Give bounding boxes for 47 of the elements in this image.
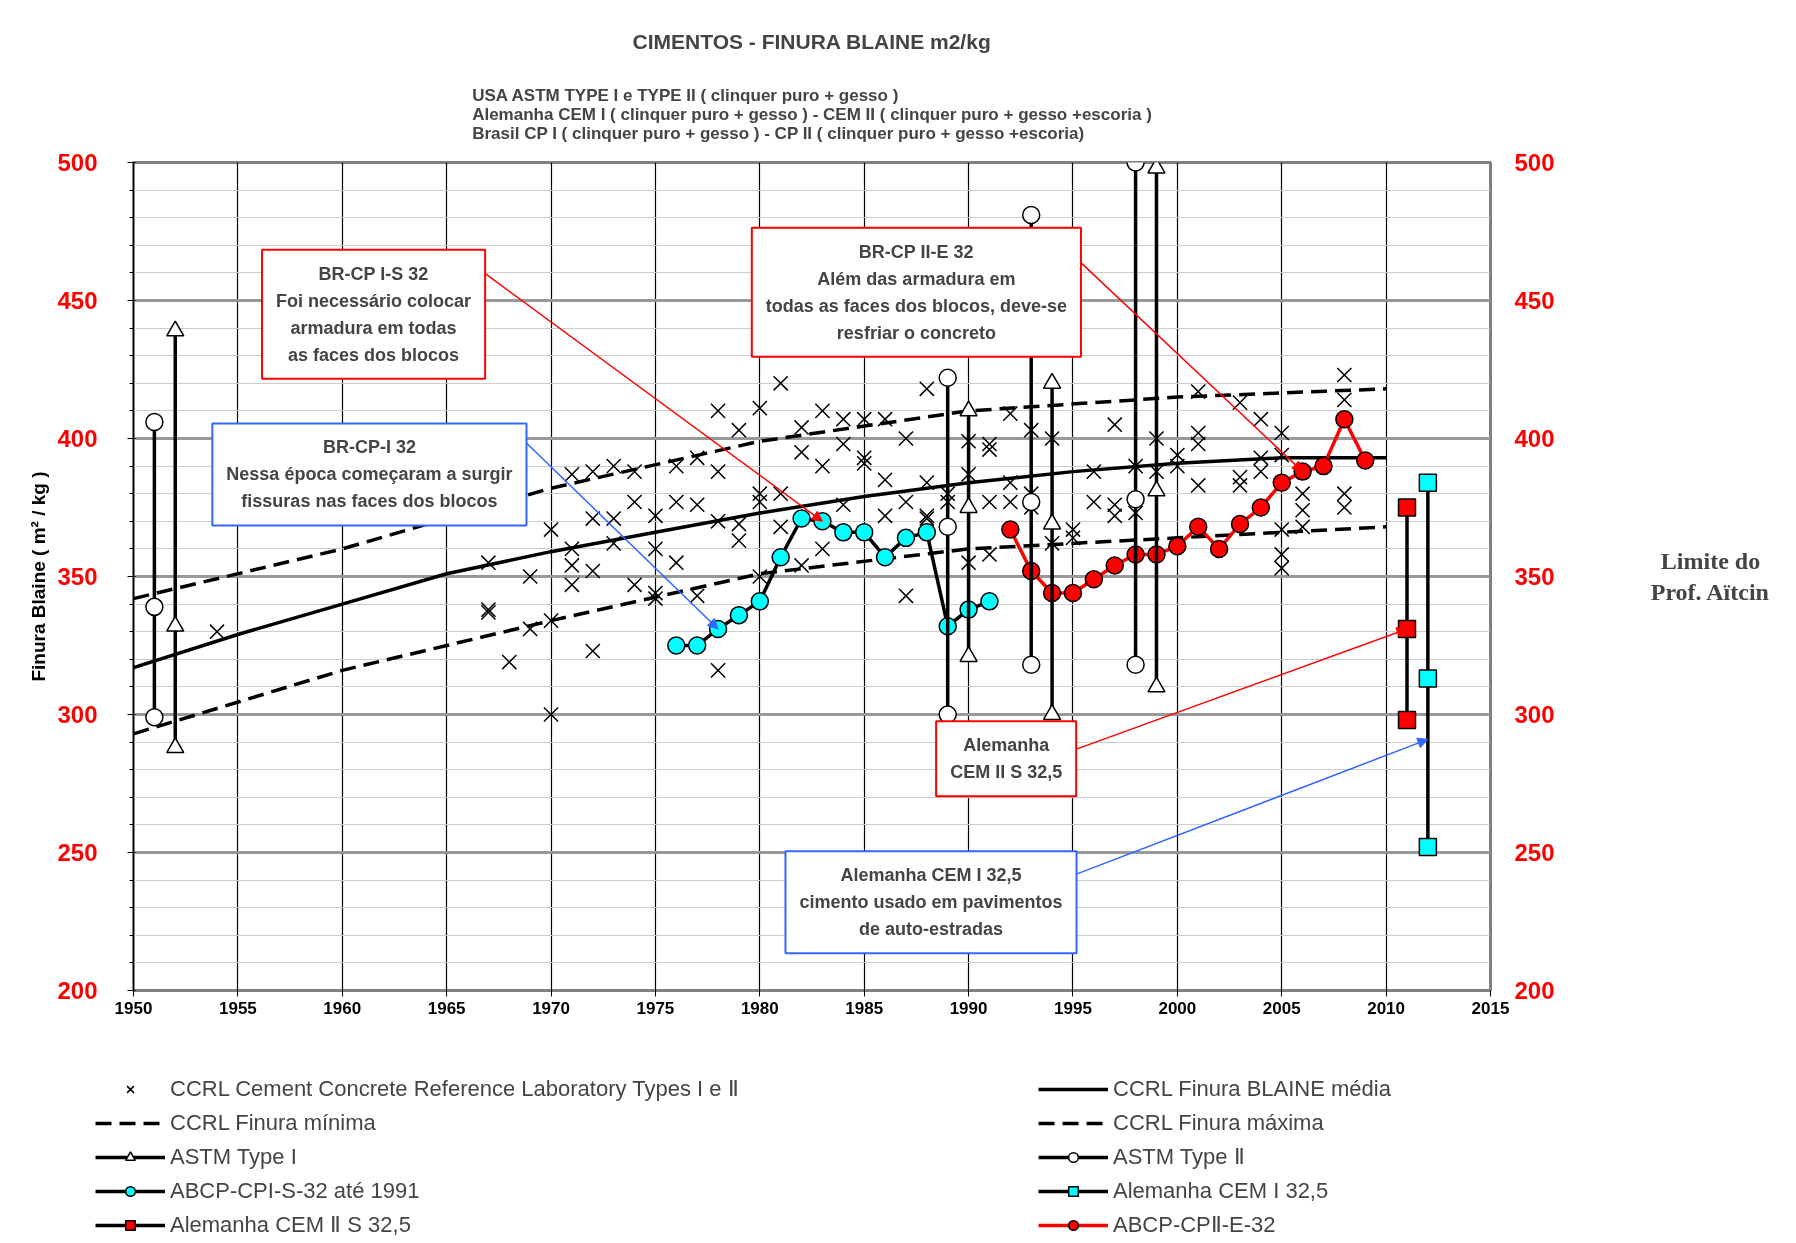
chart-title: CIMENTOS - FINURA BLAINE m2/kg (632, 29, 991, 53)
x-tick-label: 1950 (114, 998, 153, 1018)
text: Limite do Prof. Aïtcin (1650, 547, 1769, 606)
x-tick-label: 1990 (949, 998, 988, 1018)
x-tick-label: 1965 (427, 998, 466, 1018)
x-tick-label: 1980 (740, 998, 779, 1018)
annotation: BR-CP-I 32 Nessa época começaram a surgir fissuras nas faces dos blocos (226, 437, 513, 512)
annotation: BR-CP II-E 32 Além das armadura em todas as faces dos blocos, deve-se resfriar o concreto (765, 241, 1067, 343)
y2-tick-label: 400 (1514, 425, 1555, 452)
y2-tick-label: 300 (1514, 701, 1555, 728)
y-tick-label: 300 (57, 701, 98, 728)
y-tick-label: 400 (57, 425, 98, 452)
legend-label: Alemanha CEM I 32,5 (1113, 1178, 1330, 1204)
legend-label: ASTM Type I (170, 1144, 298, 1170)
legend-label: ABCP-CPⅡ-E-32 (1113, 1212, 1277, 1238)
x-tick-label: 1995 (1054, 998, 1092, 1018)
y2-tick-label: 250 (1514, 839, 1555, 866)
x-tick-label: 1985 (845, 998, 884, 1018)
y2-tick-label: 450 (1514, 287, 1555, 314)
legend-label: Alemanha CEM Ⅱ S 32,5 (170, 1212, 412, 1238)
x-tick-label: 1955 (218, 998, 257, 1018)
y2-tick-label: 200 (1514, 977, 1555, 1004)
x-tick-label: 2005 (1262, 998, 1301, 1018)
chart-subtitle: USA ASTM TYPE I e TYPE II ( clinquer puro + gesso ) Alemanha CEM I ( clinquer puro + gesso ) - CEM II ( clinquer puro + gesso +escoria ) Brasil CP I ( clinquer puro + gesso ) - CP II ( clinquer puro + gesso +escoria) (472, 85, 1152, 143)
x-tick-label: 1975 (636, 998, 675, 1018)
legend-label: CCRL Finura máxima (1113, 1110, 1325, 1136)
y-tick-label: 450 (57, 287, 98, 314)
y-tick-label: 350 (57, 563, 98, 590)
x-tick-label: 1970 (532, 998, 570, 1018)
legend-label: ASTM Type Ⅱ (1113, 1144, 1246, 1170)
y-tick-label: 250 (57, 839, 98, 866)
y2-tick-label: 350 (1514, 563, 1555, 590)
legend-label: CCRL Finura mínima (170, 1110, 377, 1136)
legend-label: ABCP-CPI-S-32 até 1991 (170, 1178, 421, 1204)
y-tick-label: 200 (57, 977, 98, 1004)
legend-label: CCRL Cement Concrete Reference Laboratory Types I e Ⅱ (170, 1076, 740, 1102)
annotation: Alemanha CEM II S 32,5 (950, 735, 1063, 783)
x-tick-label: 1960 (323, 998, 362, 1018)
annotation: BR-CP I-S 32 Foi necessário colocar armadura em todas as faces dos blocos (276, 263, 472, 365)
y-axis-title: Finura Blaine ( m² / kg ) (28, 471, 50, 682)
x-tick-label: 2015 (1471, 998, 1510, 1018)
annotation: Alemanha CEM I 32,5 cimento usado em pavimentos de auto-estradas (799, 865, 1063, 940)
x-tick-label: 2010 (1367, 998, 1406, 1018)
y-tick-label: 500 (57, 149, 98, 176)
y2-tick-label: 500 (1514, 149, 1555, 176)
legend-label: CCRL Finura BLAINE média (1113, 1076, 1392, 1102)
x-tick-label: 2000 (1158, 998, 1197, 1018)
